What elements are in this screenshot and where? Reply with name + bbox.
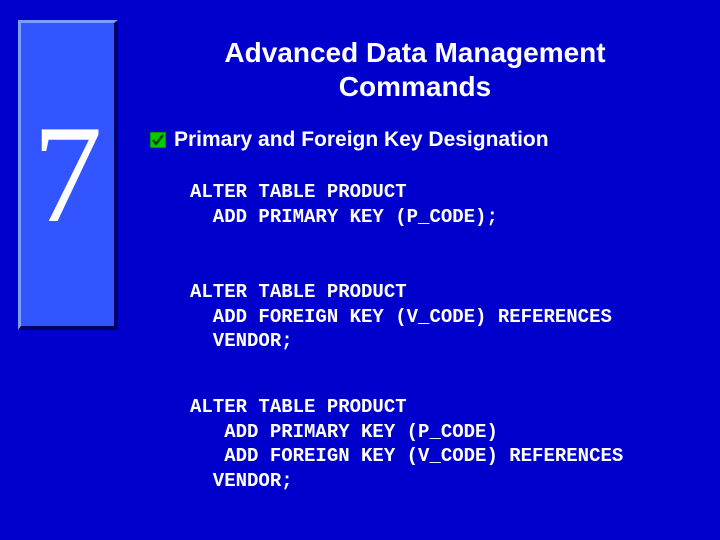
checkbox-icon [150,132,166,148]
subtitle-row: Primary and Foreign Key Designation [150,128,549,152]
chapter-number: 7 [33,105,103,245]
slide-title: Advanced Data Management Commands [150,36,680,103]
sql-code-block-1: ALTER TABLE PRODUCT ADD PRIMARY KEY (P_C… [190,180,498,229]
subtitle-text: Primary and Foreign Key Designation [174,128,549,152]
sql-code-block-3: ALTER TABLE PRODUCT ADD PRIMARY KEY (P_C… [190,395,623,494]
sql-code-block-2: ALTER TABLE PRODUCT ADD FOREIGN KEY (V_C… [190,280,612,354]
chapter-number-box: 7 [18,20,118,330]
